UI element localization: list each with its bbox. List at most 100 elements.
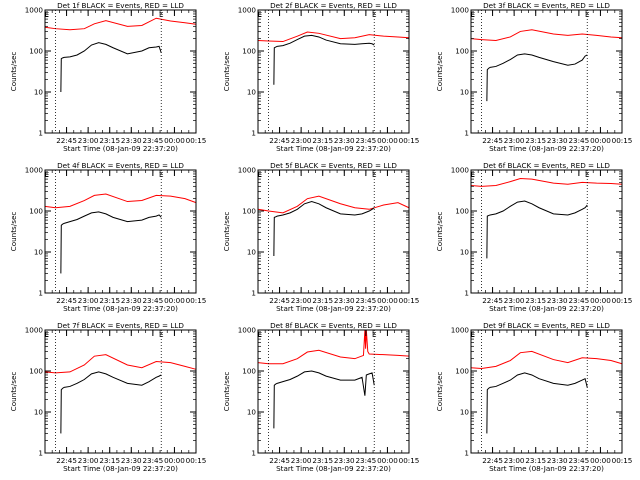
x-tick-label: 23:15 (525, 456, 546, 465)
y-tick-label: 100 (242, 367, 256, 376)
events-rate-line (486, 372, 588, 434)
x-tick-label: 23:45 (142, 296, 163, 305)
x-tick-label: 23:45 (568, 296, 589, 305)
x-axis-label: Start Time (08-Jan-09 22:37:20) (276, 144, 391, 153)
x-tick-label: 23:45 (355, 296, 376, 305)
plot-frame (470, 329, 623, 454)
y-tick-label: 100 (242, 47, 256, 56)
x-tick-label: 00:15 (399, 136, 420, 145)
x-tick-label: 23:15 (99, 456, 120, 465)
events-rate-line (273, 201, 375, 256)
y-tick-label: 1000 (25, 166, 44, 175)
e-marker: E (45, 10, 50, 19)
chart-title: Det 6f BLACK = Events, RED = LLD (483, 161, 610, 170)
y-axis-label: Counts/sec (222, 52, 231, 92)
y-tick-label: 1 (38, 449, 43, 458)
y-axis-label: Counts/sec (435, 52, 444, 92)
x-tick-label: 23:30 (121, 296, 142, 305)
events-rate-line (486, 53, 588, 102)
y-tick-label: 10 (247, 408, 257, 417)
x-tick-label: 23:15 (99, 136, 120, 145)
e-marker: E (471, 170, 476, 179)
x-tick-label: 23:00 (291, 296, 312, 305)
x-tick-label: 23:30 (334, 456, 355, 465)
x-tick-label: 23:30 (334, 136, 355, 145)
x-tick-label: 23:00 (504, 296, 525, 305)
y-axis-label: Counts/sec (9, 212, 18, 252)
y-tick-label: 1 (38, 129, 43, 138)
y-axis-label: Counts/sec (222, 372, 231, 412)
lld-rate-line (257, 31, 410, 43)
lld-rate-line (44, 17, 197, 31)
e-marker: E (45, 330, 50, 339)
chart-title: Det 7f BLACK = Events, RED = LLD (57, 321, 184, 330)
y-tick-label: 10 (247, 248, 257, 257)
x-tick-label: 00:15 (186, 296, 207, 305)
y-tick-label: 10 (34, 88, 44, 97)
x-tick-label: 23:30 (547, 296, 568, 305)
y-tick-label: 1000 (25, 6, 44, 15)
x-tick-label: 22:45 (482, 296, 503, 305)
y-tick-label: 10 (34, 248, 44, 257)
x-tick-label: 23:00 (291, 456, 312, 465)
x-tick-label: 22:45 (482, 136, 503, 145)
x-tick-label: 23:45 (568, 136, 589, 145)
plot-frame (44, 169, 197, 294)
y-tick-label: 100 (29, 207, 43, 216)
lld-rate-line (470, 178, 623, 187)
x-tick-label: 23:15 (312, 456, 333, 465)
x-tick-label: 22:45 (269, 136, 290, 145)
lld-rate-line (44, 193, 197, 209)
lld-rate-line (470, 350, 623, 370)
x-tick-label: 00:00 (590, 296, 611, 305)
chart-title: Det 3f BLACK = Events, RED = LLD (483, 1, 610, 10)
x-tick-label: 23:00 (78, 456, 99, 465)
x-tick-label: 23:45 (355, 136, 376, 145)
y-tick-label: 1000 (451, 166, 470, 175)
e-marker: E (372, 330, 377, 339)
x-tick-label: 00:00 (164, 296, 185, 305)
x-tick-label: 23:30 (547, 456, 568, 465)
e-marker: E (258, 170, 263, 179)
x-tick-label: 23:30 (121, 456, 142, 465)
x-tick-label: 23:45 (142, 456, 163, 465)
x-tick-label: 00:15 (399, 456, 420, 465)
x-axis-label: Start Time (08-Jan-09 22:37:20) (63, 304, 178, 313)
e-marker: E (258, 10, 263, 19)
e-marker: E (585, 170, 590, 179)
y-tick-label: 100 (455, 207, 469, 216)
y-tick-label: 1000 (238, 166, 257, 175)
x-tick-label: 00:15 (612, 456, 633, 465)
x-tick-label: 23:00 (504, 456, 525, 465)
x-axis-label: Start Time (08-Jan-09 22:37:20) (276, 304, 391, 313)
plot-frame (257, 329, 410, 454)
y-tick-label: 10 (34, 408, 44, 417)
y-tick-label: 1 (251, 449, 256, 458)
y-tick-label: 100 (29, 47, 43, 56)
e-marker: E (258, 330, 263, 339)
events-rate-line (273, 370, 375, 429)
y-tick-label: 1000 (25, 326, 44, 335)
x-axis-label: Start Time (08-Jan-09 22:37:20) (63, 464, 178, 473)
y-tick-label: 100 (242, 207, 256, 216)
y-tick-label: 1000 (238, 6, 257, 15)
x-tick-label: 00:15 (186, 136, 207, 145)
x-tick-label: 00:15 (186, 456, 207, 465)
x-tick-label: 00:00 (590, 136, 611, 145)
x-tick-label: 23:00 (78, 136, 99, 145)
x-tick-label: 22:45 (482, 456, 503, 465)
plot-frame (470, 9, 623, 134)
y-tick-label: 10 (460, 248, 470, 257)
y-axis-label: Counts/sec (222, 212, 231, 252)
chart-title: Det 9f BLACK = Events, RED = LLD (483, 321, 610, 330)
y-tick-label: 10 (460, 88, 470, 97)
chart-title: Det 5f BLACK = Events, RED = LLD (270, 161, 397, 170)
y-tick-label: 1000 (238, 326, 257, 335)
x-tick-label: 23:15 (525, 296, 546, 305)
x-tick-label: 23:15 (99, 296, 120, 305)
e-marker: E (471, 330, 476, 339)
x-axis-label: Start Time (08-Jan-09 22:37:20) (276, 464, 391, 473)
